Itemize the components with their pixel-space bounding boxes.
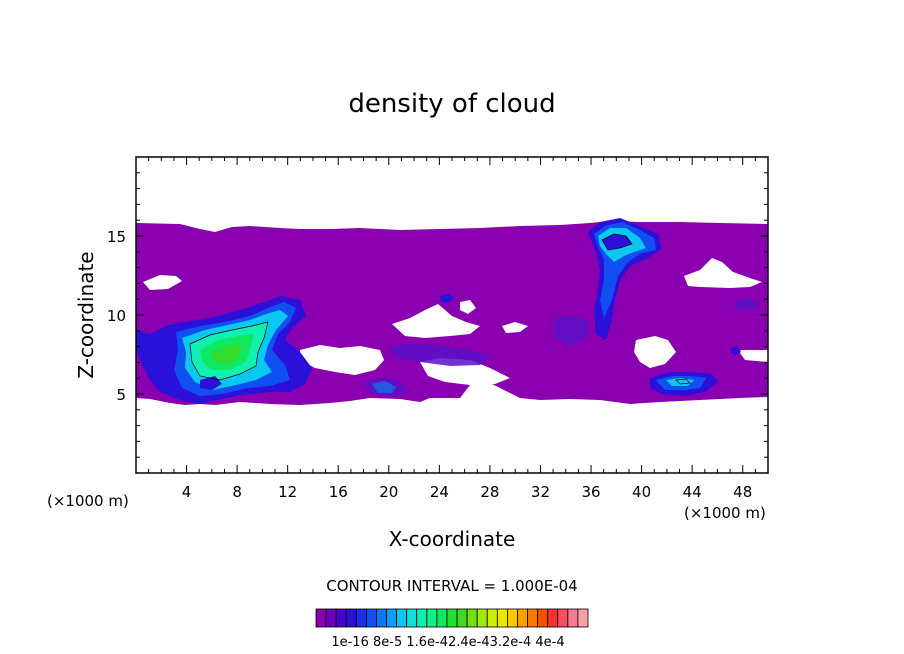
colorbar-swatch — [567, 608, 579, 628]
colorbar-swatch — [476, 608, 488, 628]
colorbar-swatch — [486, 608, 498, 628]
colorbar-swatch — [416, 608, 428, 628]
colorbar-swatch — [446, 608, 458, 628]
colorbar-swatch — [577, 608, 589, 628]
x-unit-label-left: (×1000 m) — [47, 492, 129, 510]
colorbar-swatch — [376, 608, 387, 628]
contour-interval-text: CONTOUR INTERVAL = 1.000E-04 — [326, 577, 577, 595]
upper-anvil-cell — [588, 218, 662, 340]
x-tick-label: 16 — [329, 483, 348, 501]
x-tick-label: 8 — [232, 483, 242, 501]
y-tick-label: 15 — [107, 228, 126, 246]
y-tick-label: 5 — [116, 386, 126, 404]
colorbar-swatch — [547, 608, 559, 628]
colorbar-labels: 1e-16 8e-5 1.6e-42.4e-43.2e-4 4e-4 — [331, 635, 564, 650]
colorbar-swatch — [386, 608, 397, 628]
colorbar-swatch — [315, 608, 327, 628]
colorbar-swatch — [456, 608, 468, 628]
x-axis: 4 8 12 16 20 24 28 32 36 40 44 48 — [148, 157, 756, 501]
colorbar-swatch — [426, 608, 438, 628]
x-tick-label: 20 — [379, 483, 398, 501]
x-tick-label: 48 — [733, 483, 752, 501]
colorbar-swatch — [355, 608, 367, 628]
y-tick-label: 10 — [107, 307, 126, 325]
colorbar-swatch — [517, 608, 528, 628]
colorbar-swatch — [537, 608, 549, 628]
x-axis-label: X-coordinate — [389, 527, 516, 551]
colorbar-swatch — [527, 608, 539, 628]
y-axis-label: Z-coordinate — [74, 251, 98, 378]
x-tick-label: 36 — [581, 483, 600, 501]
x-tick-label: 40 — [632, 483, 651, 501]
plot-area — [136, 157, 768, 473]
colorbar-swatch — [436, 608, 448, 628]
colorbar-swatch — [345, 608, 357, 628]
colorbar-swatch — [466, 608, 478, 628]
x-tick-label: 4 — [182, 483, 192, 501]
x-tick-label: 44 — [683, 483, 702, 501]
contour-lines — [189, 233, 691, 385]
colorbar-swatch — [557, 608, 569, 628]
colorbar-swatch — [507, 608, 518, 628]
x-unit-label-right: (×1000 m) — [684, 504, 766, 522]
y-axis: 5 10 15 — [107, 172, 768, 458]
x-tick-label: 12 — [278, 483, 297, 501]
colorbar — [315, 608, 589, 628]
x-tick-label: 32 — [531, 483, 550, 501]
colorbar-swatch — [396, 608, 408, 628]
chart-title: density of cloud — [348, 89, 555, 119]
colorbar-swatch — [335, 608, 347, 628]
colorbar-swatch — [406, 608, 418, 628]
colorbar-swatch — [365, 608, 377, 628]
colorbar-swatch — [496, 608, 508, 628]
x-tick-label: 24 — [430, 483, 449, 501]
colorbar-swatch — [325, 608, 337, 628]
x-tick-label: 28 — [480, 483, 499, 501]
